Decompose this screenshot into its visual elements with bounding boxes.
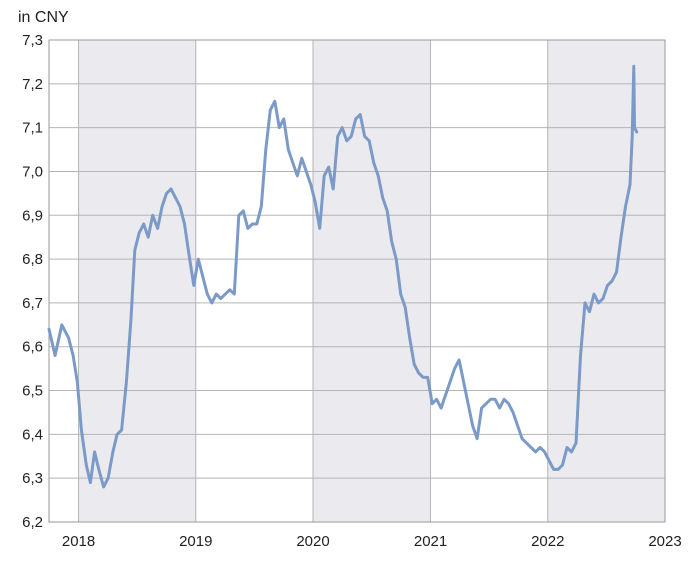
- year-band: [313, 40, 431, 522]
- y-tick-label: 7,2: [22, 76, 43, 93]
- y-tick-label: 7,3: [22, 32, 43, 49]
- y-axis-unit-label: in CNY: [18, 9, 69, 26]
- plot-border: [48, 39, 666, 523]
- x-tick-label: 2018: [62, 533, 95, 550]
- y-tick-label: 6,2: [22, 514, 43, 531]
- series-line: [47, 64, 639, 489]
- y-tick-label: 6,7: [22, 295, 43, 312]
- y-tick-label: 6,4: [22, 426, 43, 443]
- y-tick-label: 6,8: [22, 251, 43, 268]
- year-bands: [49, 40, 665, 522]
- x-axis-ticks: 2018 2019 2020 2021 2022 2023: [62, 533, 682, 550]
- y-axis-ticks: 6,2 6,3 6,4 6,5 6,6 6,7 6,8 6,9 7,0 7,1 7,2 7,3: [22, 32, 43, 531]
- x-tick-label: 2023: [648, 533, 681, 550]
- y-tick-label: 6,5: [22, 383, 43, 400]
- year-band: [49, 40, 79, 522]
- year-band: [430, 40, 548, 522]
- y-tick-label: 7,1: [22, 120, 43, 137]
- x-tick-label: 2022: [531, 533, 564, 550]
- y-tick-label: 6,9: [22, 207, 43, 224]
- x-tick-label: 2020: [296, 533, 329, 550]
- y-tick-label: 7,0: [22, 163, 43, 180]
- plot-frame: [48, 39, 666, 523]
- x-tick-label: 2019: [179, 533, 212, 550]
- y-tick-label: 6,6: [22, 339, 43, 356]
- y-tick-label: 6,3: [22, 470, 43, 487]
- x-tick-label: 2021: [414, 533, 447, 550]
- year-band: [547, 40, 665, 522]
- year-band: [195, 40, 313, 522]
- series-layer: [47, 64, 639, 489]
- year-band: [78, 40, 196, 522]
